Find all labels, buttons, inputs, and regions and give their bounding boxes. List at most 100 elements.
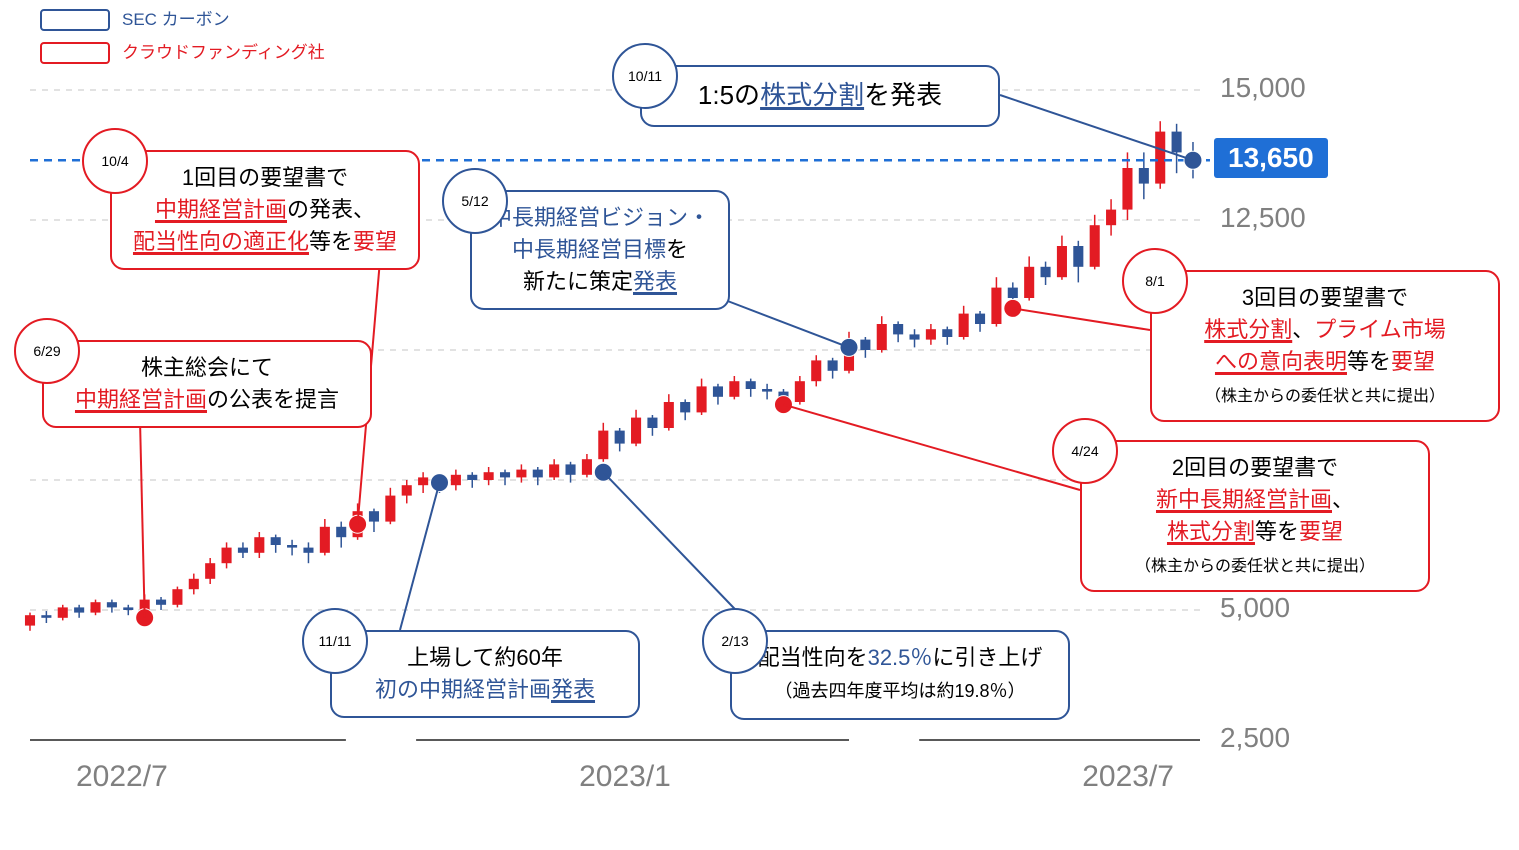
- callout-segment: 発表: [633, 269, 677, 294]
- candle: [90, 602, 100, 612]
- x-axis-label: 2023/7: [1058, 760, 1198, 794]
- callout-leader: [140, 420, 145, 618]
- candle: [533, 470, 543, 478]
- y-axis-label: 12,500: [1220, 202, 1306, 234]
- callout-segment: 株式分割: [760, 80, 864, 110]
- callout-segment: への意向表明: [1215, 349, 1347, 374]
- candle: [222, 548, 232, 564]
- candle: [909, 334, 919, 339]
- callout-date-badge: 10/11: [612, 43, 678, 109]
- callout-segment: （株主からの委任状と共に提出）: [1205, 388, 1445, 405]
- callout-box: 10/41回目の要望書で中期経営計画の発表、配当性向の適正化等を要望: [110, 150, 420, 270]
- candle: [746, 381, 756, 389]
- candle: [1073, 246, 1083, 267]
- candle: [713, 386, 723, 396]
- candle: [303, 548, 313, 553]
- callout-segment: 1:5の: [698, 80, 760, 110]
- candle: [893, 324, 903, 334]
- callout-segment: 初の中期経営計画: [375, 677, 551, 702]
- candle: [615, 431, 625, 444]
- callout-segment: 発表: [551, 677, 595, 702]
- callout-text: 1回目の要望書で中期経営計画の発表、配当性向の適正化等を要望: [130, 162, 400, 258]
- callout-segment: 等を: [1347, 349, 1391, 374]
- candle: [795, 381, 805, 402]
- callout-segment: の公表を提言: [207, 387, 339, 412]
- y-axis-label: 2,500: [1220, 722, 1290, 754]
- callout-leader: [725, 300, 849, 347]
- callout-box: 11/11上場して約60年初の中期経営計画発表: [330, 630, 640, 718]
- callout-text: 2回目の要望書で新中長期経営計画、株式分割等を要望（株主からの委任状と共に提出）: [1100, 452, 1410, 580]
- callout-date-badge: 8/1: [1122, 248, 1188, 314]
- callout-segment: 、: [1292, 317, 1314, 342]
- candle: [697, 386, 707, 412]
- callout-leader: [400, 483, 440, 630]
- callout-segment: 要望: [1391, 349, 1435, 374]
- y-axis-label: 5,000: [1220, 592, 1290, 624]
- legend-label: クラウドファンディング社: [122, 39, 325, 68]
- legend: SEC カーボンクラウドファンディング社: [40, 6, 325, 72]
- candle: [877, 324, 887, 350]
- callout-segment: 株主総会にて: [141, 355, 273, 380]
- callout-text: 3回目の要望書で株式分割、プライム市場への意向表明等を要望（株主からの委任状と共…: [1170, 282, 1480, 410]
- candle: [254, 537, 264, 553]
- legend-label: SEC カーボン: [122, 6, 230, 35]
- candle: [156, 600, 166, 605]
- callout-date-badge: 10/4: [82, 128, 148, 194]
- callout-date-badge: 5/12: [442, 168, 508, 234]
- candle: [500, 472, 510, 477]
- callout-segment: 新中長期経営計画: [1156, 487, 1332, 512]
- candle: [74, 607, 84, 612]
- callout-segment: 等を: [309, 229, 353, 254]
- callout-date-badge: 2/13: [702, 608, 768, 674]
- callout-box: 5/12中長期経営ビジョン・中長期経営目標を新たに策定発表: [470, 190, 730, 310]
- candle: [991, 288, 1001, 324]
- candle: [647, 418, 657, 428]
- candle: [1024, 267, 1034, 298]
- callout-segment: （株主からの委任状と共に提出）: [1135, 558, 1375, 575]
- candle: [729, 381, 739, 397]
- legend-swatch: [40, 42, 110, 64]
- candle: [385, 496, 395, 522]
- candle: [451, 475, 461, 485]
- candle: [238, 548, 248, 553]
- candle: [516, 470, 526, 478]
- callout-leader: [783, 405, 1080, 490]
- candle: [287, 545, 297, 548]
- callout-segment: 3回目の要望書で: [1242, 285, 1408, 310]
- callout-segment: 中期経営計画: [155, 197, 287, 222]
- callout-segment: 中長期経営目標: [512, 237, 666, 262]
- y-axis-label: 15,000: [1220, 72, 1306, 104]
- callout-date-badge: 6/29: [14, 318, 80, 384]
- candle: [1122, 168, 1132, 210]
- candle: [762, 389, 772, 392]
- callout-segment: を: [666, 237, 688, 262]
- candle: [1172, 132, 1182, 153]
- candle: [1090, 225, 1100, 267]
- candle: [369, 511, 379, 521]
- candle: [58, 607, 68, 617]
- callout-date-badge: 4/24: [1052, 418, 1118, 484]
- candle: [1057, 246, 1067, 277]
- callout-leader: [603, 472, 755, 630]
- callout-segment: 要望: [1299, 519, 1343, 544]
- candle: [566, 464, 576, 474]
- callout-text: 中長期経営ビジョン・中長期経営目標を新たに策定発表: [490, 202, 710, 298]
- callout-segment: 等を: [1255, 519, 1299, 544]
- candle: [172, 589, 182, 605]
- candle: [1139, 168, 1149, 184]
- x-axis-label: 2022/7: [52, 760, 192, 794]
- candle: [1155, 132, 1165, 184]
- callout-date-badge: 11/11: [302, 608, 368, 674]
- candle: [189, 579, 199, 589]
- candle: [107, 602, 117, 607]
- callout-box: 6/29株主総会にて中期経営計画の公表を提言: [42, 340, 372, 428]
- candle: [484, 472, 494, 480]
- callout-segment: 上場して約60年: [407, 645, 563, 670]
- callout-segment: プライム市場: [1314, 317, 1446, 342]
- callout-text: 配当性向を32.5％に引き上げ（過去四年度平均は約19.8％）: [750, 642, 1050, 706]
- callout-segment: 要望: [353, 229, 397, 254]
- callout-segment: 中長期経営ビジョン・: [490, 205, 710, 230]
- candle: [205, 563, 215, 579]
- callout-segment: 中期経営計画: [75, 387, 207, 412]
- callout-segment: 株式分割: [1167, 519, 1255, 544]
